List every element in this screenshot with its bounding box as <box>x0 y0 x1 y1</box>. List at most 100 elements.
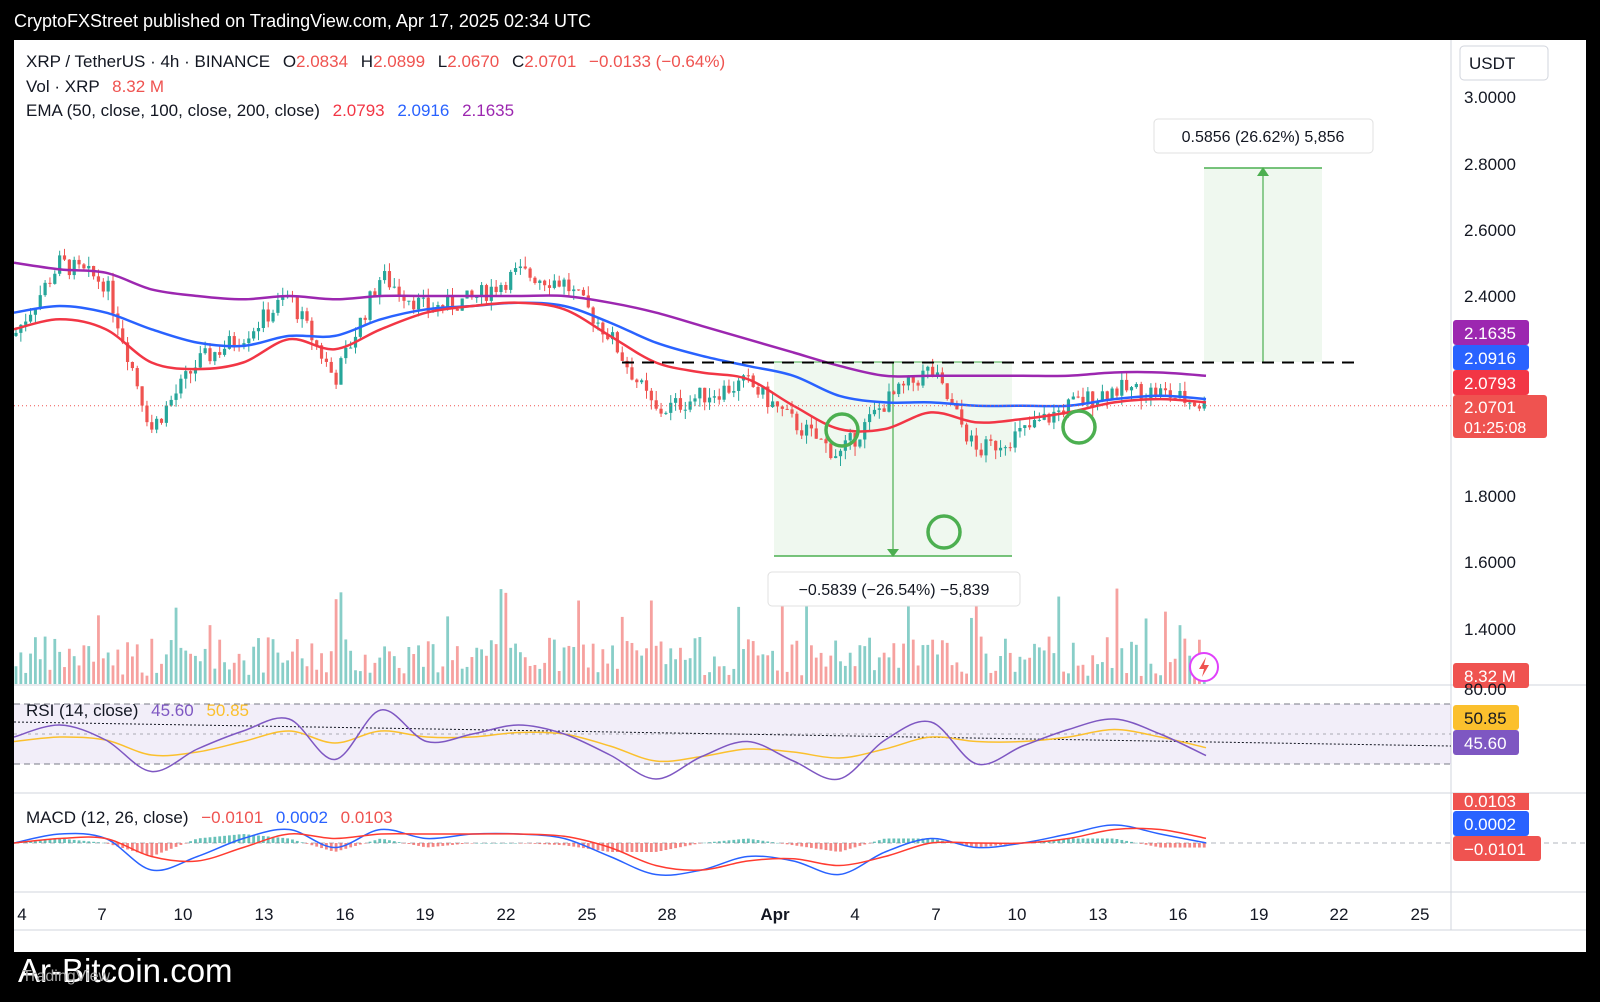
volume-bar <box>591 643 595 684</box>
macd-hist-bar <box>169 843 173 849</box>
volume-bar <box>485 655 488 684</box>
currency-label: USDT <box>1469 54 1515 73</box>
candle <box>67 259 71 276</box>
candle <box>339 358 343 385</box>
price-tick: 2.8000 <box>1464 155 1516 174</box>
volume-bar <box>397 667 401 684</box>
volume-bar <box>203 648 207 684</box>
volume-bar <box>334 599 338 684</box>
tradingview-chart[interactable]: −0.5839 (−26.54%) −5,839 0.5856 (26.62%)… <box>13 40 1586 952</box>
time-tick: 4 <box>17 905 26 924</box>
macd-hist-bar <box>451 843 454 845</box>
volume-bar <box>1159 675 1162 684</box>
candle <box>305 311 309 321</box>
volume-bar <box>839 661 842 684</box>
time-tick: 10 <box>174 905 193 924</box>
candle <box>470 290 474 298</box>
candle <box>1178 391 1182 398</box>
volume-bar <box>1183 638 1187 684</box>
macd-hist-bar <box>509 843 513 844</box>
macd-hist-bar <box>407 843 411 845</box>
macd-hist-bar <box>683 843 687 847</box>
volume-bar <box>538 668 542 684</box>
volume-bar <box>989 672 993 684</box>
volume-bar <box>1173 658 1177 684</box>
volume-bar <box>135 644 139 684</box>
candle <box>790 409 794 414</box>
price-tick: 1.4000 <box>1464 620 1516 639</box>
candle <box>169 399 173 406</box>
candle <box>523 266 527 269</box>
candle <box>1163 388 1168 391</box>
macd-hist-bar <box>848 843 852 849</box>
volume-bar <box>1076 665 1080 684</box>
rsi-ma-value: 50.85 <box>206 701 249 720</box>
measure-zone-down[interactable] <box>774 361 1012 557</box>
rsi-pane <box>13 703 1452 781</box>
macd-hist-bar <box>82 840 86 843</box>
volume-bar <box>29 653 32 684</box>
macd-hist-bar <box>140 843 144 854</box>
candle <box>897 383 901 395</box>
candle <box>174 393 178 400</box>
volume-bar <box>766 655 770 684</box>
candle <box>1008 447 1012 449</box>
volume-bar <box>654 645 658 684</box>
candlesticks <box>14 248 1206 466</box>
candle <box>135 368 139 387</box>
volume-bar <box>392 656 396 684</box>
macd-hist-bar <box>1168 843 1172 848</box>
price-axis[interactable]: USDT 3.0000 2.8000 2.6000 2.4000 1.8000 … <box>1459 45 1549 639</box>
time-tick: 25 <box>1411 905 1430 924</box>
measure-label-down: −0.5839 (−26.54%) −5,839 <box>767 571 1021 607</box>
candle <box>295 297 299 320</box>
volume-bar <box>1101 662 1104 684</box>
candle <box>581 289 586 296</box>
macd-hist-bar <box>300 842 304 843</box>
volume-bar <box>1168 662 1172 684</box>
rsi-legend: RSI (14, close) 45.60 50.85 <box>26 701 249 720</box>
legend-row-2: Vol · XRP 8.32 M <box>26 77 164 96</box>
lightning-icon[interactable] <box>1189 652 1219 682</box>
macd-hist-bar <box>1202 843 1206 848</box>
volume-bar <box>664 664 668 684</box>
candle <box>484 285 489 301</box>
volume-bar <box>1105 637 1109 684</box>
ema50-line <box>13 301 1207 433</box>
candle <box>58 255 62 274</box>
macd-hist-bar <box>1164 843 1167 848</box>
candle <box>33 308 37 315</box>
candle <box>1095 400 1100 407</box>
volume-bar <box>979 636 983 684</box>
macd-hist-bar <box>135 843 139 853</box>
rsi-badge: 45.60 <box>1464 734 1507 753</box>
macd-signal-badge: 0.0103 <box>1464 792 1516 811</box>
volume-bars <box>14 588 1206 684</box>
volume-bar <box>431 644 435 684</box>
macd-hist-bar <box>931 838 935 843</box>
macd-line-badge: 0.0002 <box>1464 815 1516 834</box>
volume-bar <box>228 669 231 684</box>
volume-bar <box>708 672 711 684</box>
macd-hist-bar <box>1193 843 1196 848</box>
macd-hist-bar <box>514 843 517 844</box>
candle <box>499 284 503 293</box>
measure-zone-up[interactable] <box>1204 167 1322 362</box>
volume-bar <box>999 656 1002 684</box>
time-axis[interactable]: 4 7 10 13 16 19 22 25 28 Apr 4 7 10 13 1… <box>17 905 1429 924</box>
candle <box>649 390 653 401</box>
candle <box>213 352 217 362</box>
candle <box>979 449 983 456</box>
macd-hist-bar <box>834 843 838 852</box>
macd-hist-bar <box>63 838 66 843</box>
volume-bar <box>640 655 644 684</box>
candle <box>218 352 222 355</box>
candle <box>664 412 668 414</box>
volume-bar <box>97 615 100 684</box>
volume-bar <box>1033 643 1036 684</box>
volume-bar <box>746 639 750 684</box>
macd-hist-bar <box>455 843 459 845</box>
macd-hist-bar <box>392 841 396 843</box>
candle <box>426 297 430 312</box>
volume-bar <box>223 662 226 684</box>
